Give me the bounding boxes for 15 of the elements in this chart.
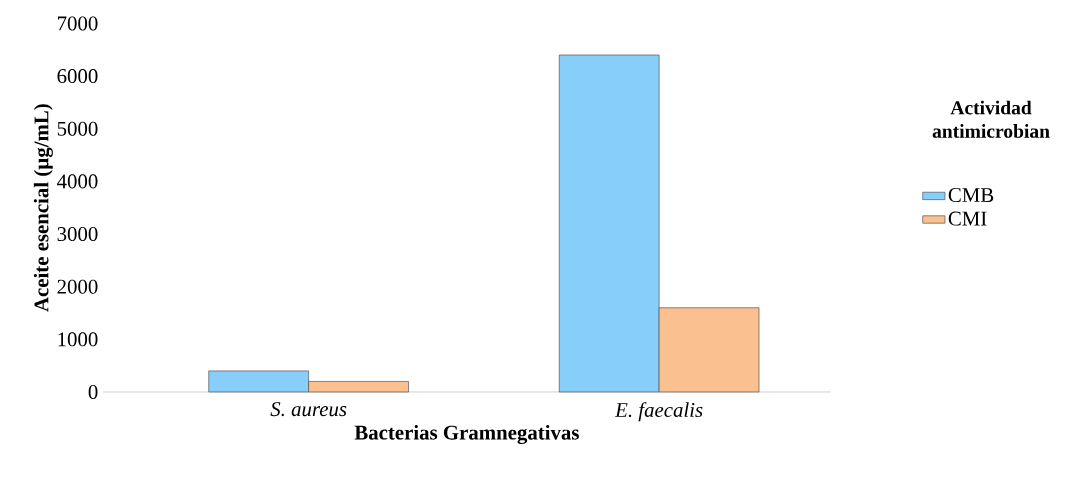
x-tick-label: E. faecalis [614, 402, 703, 422]
y-tick-label: 2000 [57, 279, 98, 294]
y-tick-label: 5000 [57, 121, 98, 136]
y-tick-label: 1000 [58, 332, 98, 347]
y-tick-label: 6000 [57, 69, 98, 84]
y-tick-label: 0 [88, 384, 98, 399]
y-tick-label: 7000 [57, 16, 98, 31]
legend-title: Actividad antimicrobian [932, 100, 1050, 138]
y-tick-label: 3000 [57, 226, 98, 241]
x-axis-title: Bacterias Gramnegativas [354, 424, 579, 444]
legend-label: CMB [948, 188, 994, 202]
y-tick-label: 4000 [57, 174, 98, 189]
y-axis-title: Aceite esencial (µg/mL) [33, 104, 53, 312]
x-tick-label: S. aureus [270, 402, 347, 417]
legend-label: CMI [948, 211, 987, 226]
